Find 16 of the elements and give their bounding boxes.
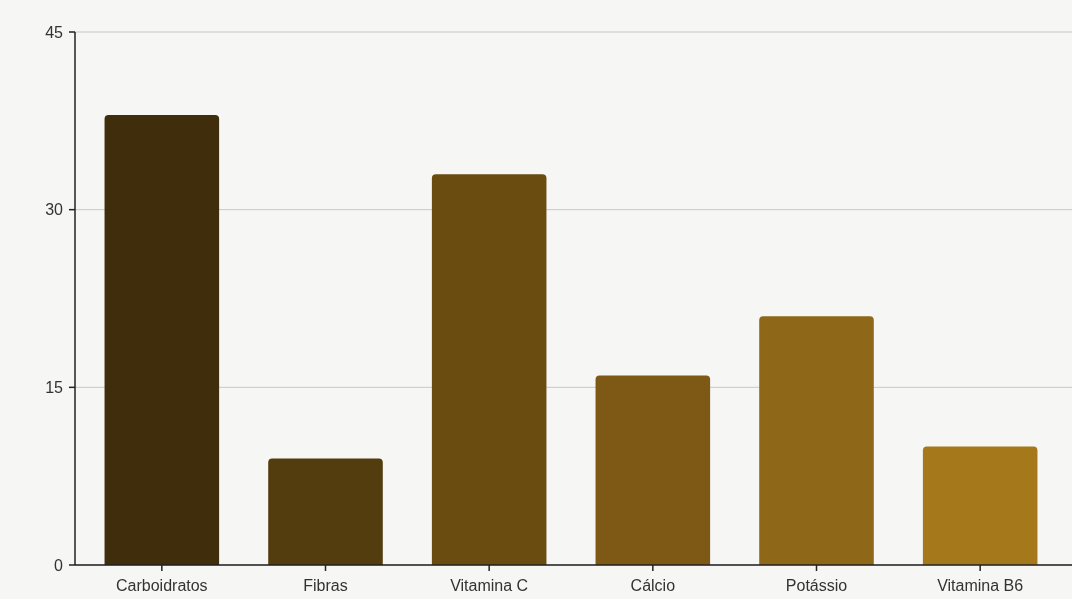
- x-tick-label: Carboidratos: [116, 577, 208, 594]
- x-tick-label: Potássio: [785, 577, 848, 594]
- y-tick-label: 0: [54, 556, 64, 574]
- x-tick-label: Fibras: [303, 577, 348, 594]
- bar: [431, 174, 547, 565]
- bar: [104, 114, 220, 565]
- bar: [595, 375, 711, 565]
- x-tick-label: Cálcio: [630, 577, 676, 594]
- x-tick-label: Vitamina B6: [937, 577, 1024, 594]
- y-tick-label: 15: [45, 378, 64, 396]
- bar: [922, 446, 1038, 565]
- y-tick-label: 30: [45, 201, 64, 219]
- y-tick-label: 45: [45, 23, 64, 41]
- x-tick-label: Vitamina C: [450, 577, 529, 594]
- bar: [759, 316, 874, 565]
- bar: [268, 458, 383, 565]
